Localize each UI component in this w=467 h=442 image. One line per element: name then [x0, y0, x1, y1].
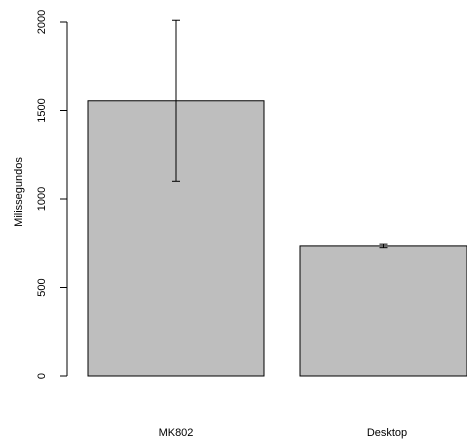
category-label: Desktop — [367, 427, 407, 439]
error-bars-group — [172, 19, 388, 249]
bars-group — [87, 100, 467, 377]
y-axis-label: Milissegundos — [13, 157, 25, 227]
category-label: MK802 — [159, 427, 194, 439]
category-labels-group: MK802 Desktop — [159, 427, 408, 439]
y-tick-label: 1000 — [36, 187, 48, 211]
y-tick-label: 1500 — [36, 98, 48, 122]
y-tick-label: 500 — [36, 278, 48, 296]
y-tick-label: 2000 — [36, 10, 48, 34]
y-tick-label: 0 — [36, 373, 48, 379]
y-axis: 0 500 1000 1500 2000 — [36, 10, 68, 379]
bar-desktop — [299, 245, 467, 377]
